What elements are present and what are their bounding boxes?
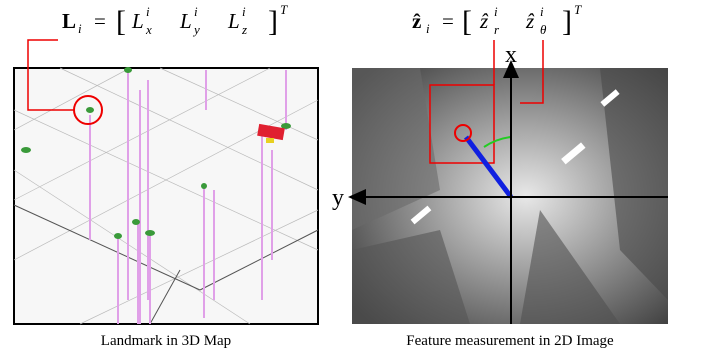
eq-element-sub: x	[145, 22, 152, 37]
eq-element: L	[131, 9, 144, 33]
eq-element: ẑ	[525, 9, 535, 33]
eq-bracket: [	[462, 5, 472, 38]
eq-element-sup: i	[540, 4, 544, 19]
eq-element-sub: r	[494, 22, 500, 37]
caption: Feature measurement in 2D Image	[406, 333, 614, 349]
eq-element-sup: i	[146, 4, 150, 19]
eq-element: L	[179, 9, 192, 33]
y-axis-label: y	[332, 185, 344, 211]
eq-bracket: [	[116, 5, 126, 38]
eq-element: L	[227, 9, 240, 33]
eq-transpose: T	[280, 2, 288, 17]
caption: Landmark in 3D Map	[101, 333, 231, 349]
eq-lhs: ẑ	[412, 9, 421, 33]
eq-element-sup: i	[494, 4, 498, 19]
eq-sub: i	[426, 21, 430, 36]
eq-equals: =	[442, 9, 454, 33]
eq-transpose: T	[574, 2, 582, 17]
figure: x y L i = [ ] T ẑ i = [ ] T Landmark in …	[0, 0, 710, 354]
eq-element-sub: y	[192, 22, 200, 37]
eq-lhs: L	[62, 9, 76, 33]
eq-sub: i	[78, 21, 82, 36]
eq-element-sub: z	[241, 22, 247, 37]
eq-element: ẑ	[479, 9, 489, 33]
eq-bracket: ]	[562, 5, 572, 38]
eq-element-sub: θ	[540, 22, 547, 37]
eq-bracket: ]	[268, 5, 278, 38]
eq-equals: =	[94, 9, 106, 33]
x-axis-label: x	[505, 42, 517, 68]
eq-element-sup: i	[194, 4, 198, 19]
eq-element-sup: i	[242, 4, 246, 19]
map-image	[14, 67, 318, 324]
